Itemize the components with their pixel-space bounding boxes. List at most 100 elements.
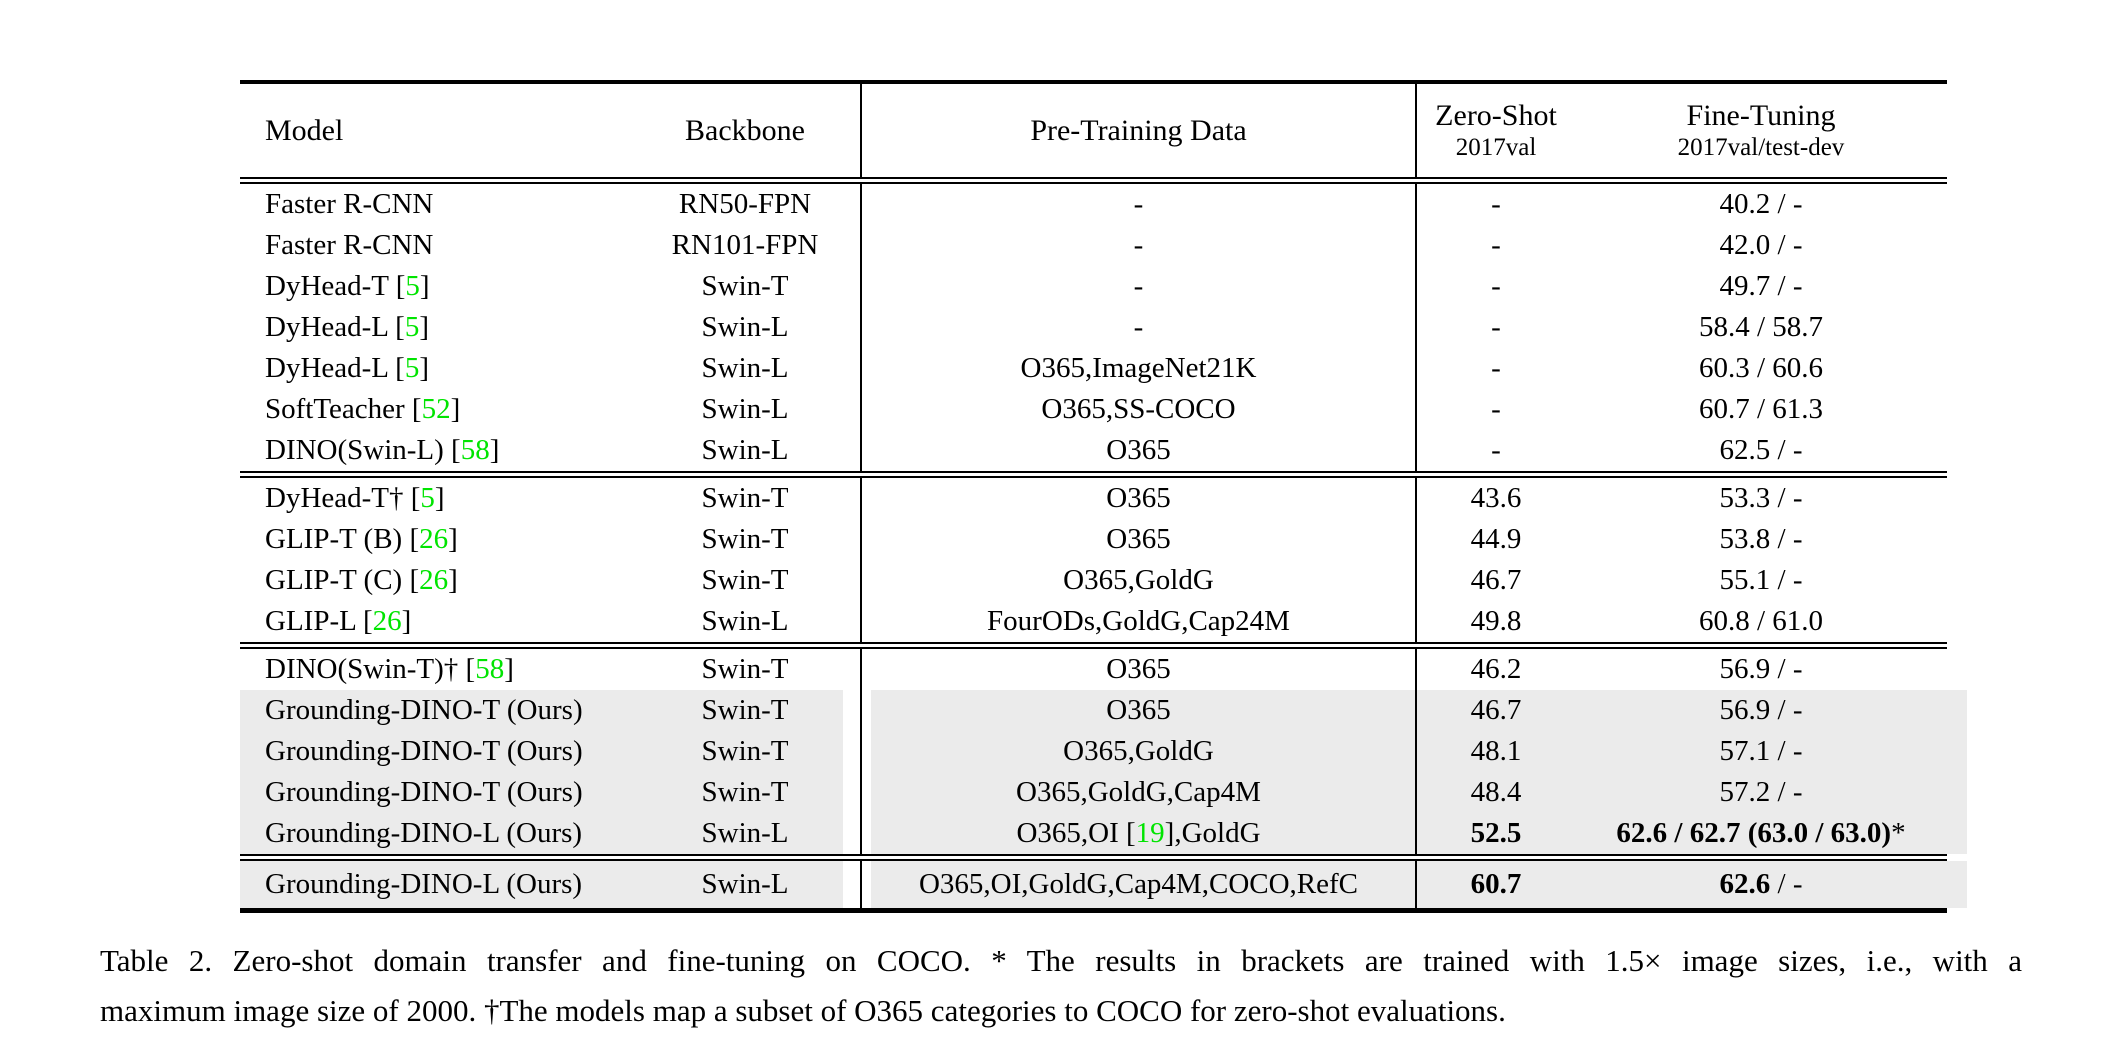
table-header: Model Backbone Pre-Training Data Zero-Sh… <box>240 84 1947 177</box>
fine-tuning-value: 49.7 / - <box>1719 270 1803 302</box>
citation-link[interactable]: 26 <box>419 523 449 555</box>
cell-backbone: Swin-T <box>701 270 789 302</box>
table-row: Grounding-DINO-T (Ours) Swin-T O365,GoldG,… <box>240 772 1967 813</box>
column-header-pretraining-data: Pre-Training Data <box>860 84 1415 177</box>
column-header-fine-tuning: Fine-Tuning 2017val/test-dev <box>1575 84 1947 177</box>
cell-model: Faster R-CNN <box>265 188 434 220</box>
fine-tuning-value: 57.2 / - <box>1719 776 1803 808</box>
cell-model: Grounding-DINO-T (Ours) <box>240 772 630 813</box>
cell-backbone: Swin-L <box>630 861 860 908</box>
citation-link[interactable]: 5 <box>404 352 420 384</box>
table-block: Faster R-CNN RN50-FPN - -40.2 / - Faster R-C… <box>240 184 1947 471</box>
table-block: Grounding-DINO-L (Ours) Swin-L O365,OI,Gol… <box>240 861 1967 908</box>
table-row: Grounding-DINO-L (Ours) Swin-L O365,OI [19… <box>240 813 1967 854</box>
citation-link[interactable]: 19 <box>1135 817 1165 849</box>
table-top-rule <box>240 80 1947 84</box>
block-separator-rule <box>240 642 1947 649</box>
cell-fine-tuning: 56.9 / - <box>1575 649 1947 690</box>
results-table: Model Backbone Pre-Training Data Zero-Sh… <box>240 80 1967 913</box>
fine-tuning-value: 53.8 / - <box>1719 523 1803 555</box>
citation-link[interactable]: 58 <box>460 434 490 466</box>
fine-tuning-bold-value: 62.6 / 62.7 (63.0 / 63.0) <box>1616 817 1892 849</box>
cell-model: GLIP-L [26] <box>265 605 412 637</box>
cell-zero-shot: - <box>1415 266 1575 307</box>
citation-link[interactable]: 5 <box>404 311 420 343</box>
citation-link[interactable]: 26 <box>372 605 402 637</box>
caption-line-2: maximum image size of 2000. †The models … <box>100 993 1506 1028</box>
cell-pretraining-data: O365,GoldG <box>860 560 1415 601</box>
cell-pretraining-data: FourODs,GoldG,Cap24M <box>860 601 1415 642</box>
citation-link[interactable]: 26 <box>419 564 449 596</box>
cell-zero-shot: - <box>1415 348 1575 389</box>
table-row: Grounding-DINO-L (Ours) Swin-L O365,OI,Gol… <box>240 861 1967 908</box>
fine-tuning-value: * <box>1891 817 1906 849</box>
cell-pretraining-data: O365,GoldG,Cap4M <box>860 772 1415 813</box>
cell-pretraining-data: O365,OI,GoldG,Cap4M,COCO,RefC <box>860 861 1415 908</box>
citation-link[interactable]: 5 <box>405 270 420 302</box>
cell-model: Faster R-CNN <box>265 229 434 261</box>
cell-pretraining-data: O365 <box>860 430 1415 471</box>
table-row: Faster R-CNN RN50-FPN - - 40.2 / - <box>240 184 1947 225</box>
cell-zero-shot: 52.5 <box>1415 813 1575 854</box>
cell-model: Grounding-DINO-L (Ours) <box>240 813 630 854</box>
table-row: DyHead-L [5] Swin-L O365,ImageNet21K - 60.3 … <box>240 348 1947 389</box>
cell-fine-tuning: 57.1 / - <box>1575 731 1967 772</box>
column-header-zero-shot: Zero-Shot 2017val <box>1415 84 1575 177</box>
table-blocks: Faster R-CNN RN50-FPN - -40.2 / - Faster R-C… <box>240 184 1967 908</box>
table-caption: Table 2. Zero-shot domain transfer and f… <box>100 936 2022 1036</box>
cell-backbone: Swin-L <box>701 605 789 637</box>
table-row: Grounding-DINO-T (Ours) Swin-T O365 46.7 56.… <box>240 690 1967 731</box>
column-header-label: Backbone <box>685 113 805 147</box>
fine-tuning-value: 60.8 / 61.0 <box>1698 605 1824 637</box>
cell-model: GLIP-T (C) [26] <box>265 564 458 596</box>
column-header-model: Model <box>240 84 630 177</box>
cell-backbone: Swin-L <box>701 393 789 425</box>
cell-pretraining-data: - <box>860 225 1415 266</box>
table-row: DINO(Swin-L) [58] Swin-L O365- 62.5 / - <box>240 430 1947 471</box>
citation-link[interactable]: 58 <box>475 653 505 685</box>
fine-tuning-value: 60.3 / 60.6 <box>1698 352 1824 384</box>
table-row: SoftTeacher [52] Swin-L O365,SS-COCO - 60.7 … <box>240 389 1947 430</box>
citation-link[interactable]: 5 <box>420 482 435 514</box>
table-bottom-rule <box>240 908 1947 913</box>
cell-backbone: Swin-L <box>701 352 789 384</box>
cell-pretraining-data: O365,GoldG <box>860 731 1415 772</box>
cell-pretraining-data: O365 <box>860 690 1415 731</box>
cell-backbone: Swin-L <box>701 434 789 466</box>
cell-backbone: Swin-T <box>701 523 789 555</box>
cell-fine-tuning: 49.7 / - <box>1575 266 1947 307</box>
cell-backbone: Swin-T <box>630 772 860 813</box>
table-row: Grounding-DINO-T (Ours) Swin-T O365,GoldG 4… <box>240 731 1967 772</box>
cell-backbone: Swin-T <box>701 564 789 596</box>
cell-fine-tuning: 55.1 / - <box>1575 560 1947 601</box>
cell-fine-tuning: 53.8 / - <box>1575 519 1947 560</box>
cell-zero-shot: 43.6 <box>1415 478 1575 519</box>
cell-fine-tuning: 57.2 / - <box>1575 772 1967 813</box>
fine-tuning-value: 42.0 / - <box>1719 229 1803 261</box>
cell-fine-tuning: 60.8 / 61.0 <box>1575 601 1947 642</box>
cell-zero-shot: - <box>1415 307 1575 348</box>
column-header-sublabel: 2017val <box>1455 133 1537 161</box>
cell-zero-shot: 60.7 <box>1415 861 1575 908</box>
cell-pretraining-data: O365,ImageNet21K <box>860 348 1415 389</box>
column-header-backbone: Backbone <box>630 84 860 177</box>
cell-fine-tuning: 40.2 / - <box>1575 184 1947 225</box>
cell-fine-tuning: 42.0 / - <box>1575 225 1947 266</box>
table-block: DyHead-T† [5] Swin-T O365 43.6 53.3 / - GLIP-… <box>240 478 1947 642</box>
block-separator-rule <box>240 854 1947 861</box>
cell-model: DyHead-T† [5] <box>265 482 445 514</box>
fine-tuning-value: 60.7 / 61.3 <box>1698 393 1824 425</box>
table-row: DyHead-T [5] Swin-T - - 49.7 / - <box>240 266 1947 307</box>
cell-fine-tuning: 62.6 / - <box>1575 861 1967 908</box>
cell-model: DyHead-L [5] <box>265 311 430 343</box>
table-row: DyHead-T† [5] Swin-T O365 43.6 53.3 / - <box>240 478 1947 519</box>
table-row: GLIP-T (B) [26] Swin-T O365 44.9 53.8 / - <box>240 519 1947 560</box>
caption-line-1: Table 2. Zero-shot domain transfer and f… <box>100 943 2022 978</box>
cell-zero-shot: 49.8 <box>1415 601 1575 642</box>
citation-link[interactable]: 52 <box>421 393 451 425</box>
cell-model: Grounding-DINO-T (Ours) <box>240 690 630 731</box>
cell-model: GLIP-T (B) [26] <box>265 523 458 555</box>
fine-tuning-value: 58.4 / 58.7 <box>1698 311 1824 343</box>
fine-tuning-bold-value: 62.6 <box>1719 868 1771 900</box>
cell-zero-shot: 48.1 <box>1415 731 1575 772</box>
